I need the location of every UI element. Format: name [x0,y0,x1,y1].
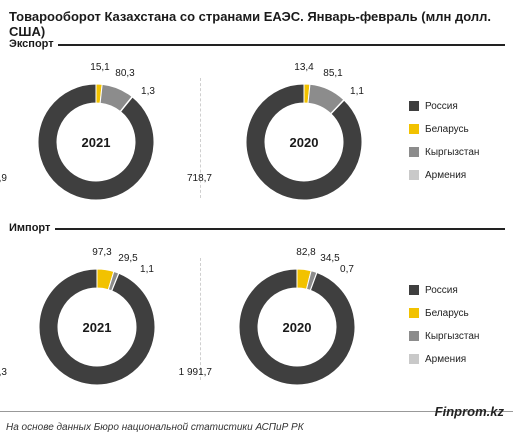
data-label: 1 946,3 [0,367,7,378]
donut-charts: 2021 795,9 15,1 80,3 1,3 2020 718,7 13,4 85,1 1,1… [0,62,364,386]
data-label: 29,5 [118,253,138,264]
data-label: 13,4 [294,62,314,73]
legend-label: Россия [425,284,458,296]
data-label: 34,5 [320,253,340,264]
source-note: На основе данных Бюро национальной стати… [6,422,304,433]
footer-rule [0,411,513,412]
legend-swatch-armenia [409,354,419,364]
data-label: 1,1 [350,86,364,97]
legend-label: Россия [425,100,458,112]
section-label-import: Импорт [9,222,51,234]
legend-swatch-belarus [409,308,419,318]
legend-label: Армения [425,353,467,365]
donut-center-label: 2020 [290,135,319,150]
divider-export [200,78,201,198]
donut-slice [238,268,356,386]
data-label: 0,7 [340,264,354,275]
data-label: 15,1 [90,62,110,73]
legend-swatch-kyrgyzstan [409,331,419,341]
legend-label: Армения [425,169,467,181]
section-label-export: Экспорт [9,38,54,50]
section-rule-import [55,228,505,230]
legend-swatch-belarus [409,124,419,134]
donut-slice [245,83,363,201]
data-label: 97,3 [92,247,112,258]
legend-item-armenia: Армения [409,349,479,369]
donut-slice [38,268,156,386]
data-label: 1,3 [141,86,155,97]
legend-label: Кыргызстан [425,330,480,342]
data-label: 1,1 [140,264,154,275]
chart-title: Товарооборот Казахстана со странами ЕАЭС… [9,9,491,39]
legend-label: Беларусь [425,123,469,135]
donut-center-label: 2020 [283,320,312,335]
donut-slice [37,83,155,201]
legend-swatch-russia [409,285,419,295]
divider-import [200,258,201,380]
legend-import: Россия Беларусь Кыргызстан Армения [409,280,479,372]
legend-item-russia: Россия [409,280,479,300]
legend-item-russia: Россия [409,96,479,116]
brand-logo[interactable]: Finprom.kz [434,404,504,419]
legend-label: Беларусь [425,307,469,319]
data-label: 795,9 [0,173,7,184]
legend-label: Кыргызстан [425,146,480,158]
data-label: 718,7 [187,173,212,184]
legend-item-armenia: Армения [409,165,479,185]
data-label: 1 991,7 [179,367,213,378]
section-rule-export [58,44,505,46]
legend-item-kyrgyzstan: Кыргызстан [409,326,479,346]
legend-item-kyrgyzstan: Кыргызстан [409,142,479,162]
data-label: 85,1 [323,68,343,79]
legend-export: Россия Беларусь Кыргызстан Армения [409,96,479,188]
legend-item-belarus: Беларусь [409,303,479,323]
legend-swatch-kyrgyzstan [409,147,419,157]
legend-swatch-russia [409,101,419,111]
donut-center-label: 2021 [82,135,111,150]
data-label: 80,3 [115,68,135,79]
donut-center-label: 2021 [83,320,112,335]
data-label: 82,8 [296,247,316,258]
legend-item-belarus: Беларусь [409,119,479,139]
legend-swatch-armenia [409,170,419,180]
